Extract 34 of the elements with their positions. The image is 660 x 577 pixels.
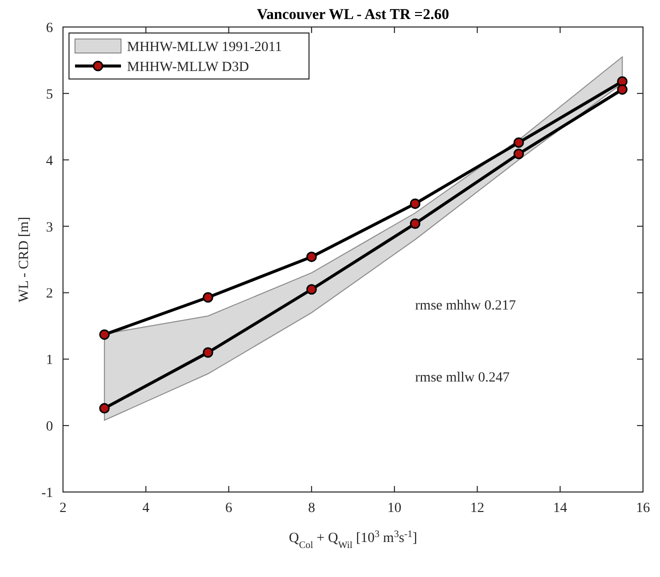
y-tick-label: 3	[46, 220, 53, 236]
point	[513, 148, 524, 160]
point	[202, 292, 214, 303]
chart-title: Vancouver WL - Ast TR =2.60	[256, 7, 450, 23]
point	[306, 284, 317, 295]
point	[306, 252, 317, 262]
y-tick-label: 1	[46, 353, 53, 368]
x-tick-label: 12	[470, 501, 484, 516]
point	[513, 137, 524, 148]
text: Q$_{Col}$ + Q$_{Wil}$ [10$^{3}$ m$^{3}$s$^{-1}$]	[288, 528, 418, 550]
y-axis-title: WL - CRD [m]	[17, 216, 32, 302]
y-tick-label: 2	[46, 286, 53, 302]
annotation: rmse mllw 0.247	[415, 370, 510, 386]
x-tick-label: 8	[308, 501, 316, 516]
annotation: rmse mhhw 0.217	[415, 298, 516, 314]
y-tick-label: 4	[46, 154, 53, 169]
y-tick-label: -1	[41, 486, 53, 501]
point	[99, 403, 110, 414]
y-tick-label: 6	[46, 21, 53, 36]
x-tick-label: 4	[142, 501, 150, 516]
x-tick-label: 2	[60, 501, 66, 516]
point	[202, 347, 214, 358]
point	[410, 218, 420, 229]
y-tick-label: 5	[46, 87, 53, 102]
legend-label: MHHW-MLLW D3D	[127, 60, 249, 75]
x-tick-label: 10	[387, 501, 402, 516]
point	[99, 329, 110, 340]
point	[617, 84, 628, 95]
x-tick-label: 14	[553, 501, 568, 516]
y-tick-label: 0	[46, 420, 53, 435]
point	[410, 198, 420, 209]
x-tick-label: 16	[636, 501, 650, 516]
x-tick-label: 6	[225, 501, 232, 516]
legend-label: MHHW-MLLW 1991-2011	[127, 40, 282, 55]
